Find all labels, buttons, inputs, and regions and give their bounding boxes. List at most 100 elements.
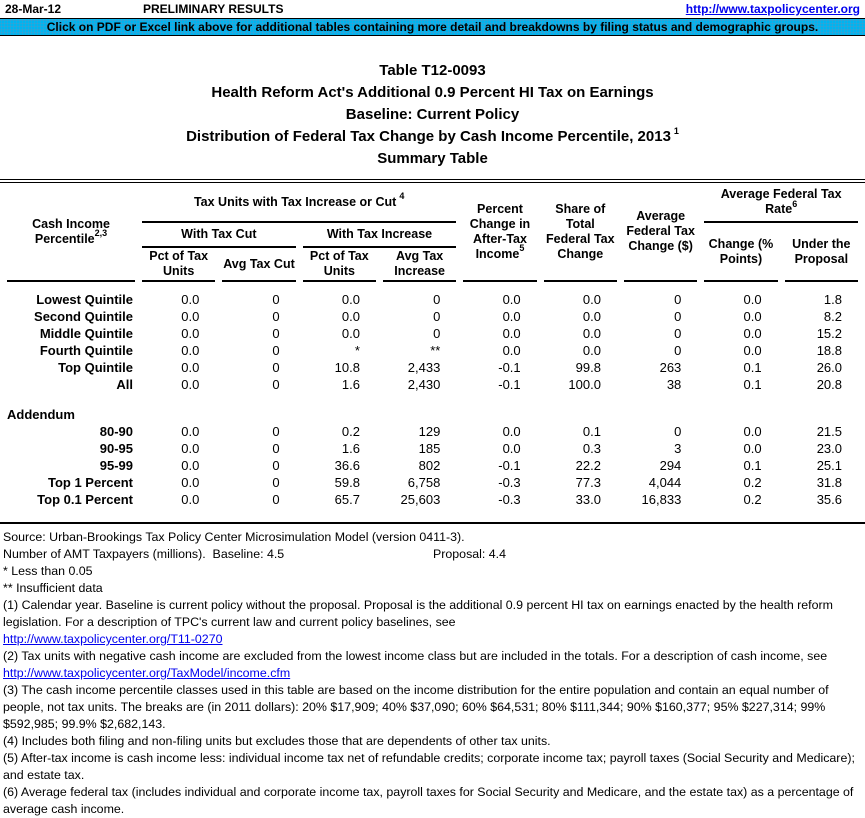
cell: 294	[659, 458, 682, 473]
spacer-row	[7, 393, 858, 406]
table-row: 80-90 0.0 0 0.2 129 0.0 0.1 0 0.0 21.5	[7, 423, 858, 440]
cell: 0	[272, 475, 280, 490]
col-header-pct-of-tax-units-cut: Pct of Tax Units	[142, 248, 216, 282]
footnote-link[interactable]: http://www.taxpolicycenter.org/T11-0270	[3, 632, 223, 646]
footnote-line: (3) The cash income percentile classes u…	[3, 683, 829, 731]
cell: 1.6	[341, 377, 360, 392]
footnote-line: (6) Average federal tax (includes indivi…	[3, 785, 854, 816]
cell: 0.0	[181, 292, 200, 307]
row-label: 95-99	[99, 458, 133, 473]
cell: 59.8	[334, 475, 360, 490]
cell: 22.2	[575, 458, 601, 473]
cell: 0.0	[502, 326, 521, 341]
cell: 99.8	[575, 360, 601, 375]
cell: 0	[272, 458, 280, 473]
cell: 33.0	[575, 492, 601, 507]
cell: 0.0	[181, 492, 200, 507]
cell: 0.0	[181, 475, 200, 490]
cell: 2,430	[407, 377, 441, 392]
cell: 0.0	[743, 441, 762, 456]
footnote-link-line: http://www.taxpolicycenter.org/T11-0270	[3, 631, 859, 648]
cell: -0.1	[498, 458, 521, 473]
amt-proposal-value: Proposal: 4.4	[433, 547, 507, 561]
cell: 3	[674, 441, 682, 456]
cell: 0	[433, 309, 441, 324]
cell: 0.0	[502, 309, 521, 324]
col-header-under-the-proposal: Under the Proposal	[784, 223, 858, 282]
table-row: Top Quintile 0.0 0 10.8 2,433 -0.1 99.8 …	[7, 359, 858, 376]
row-label: Fourth Quintile	[39, 343, 133, 358]
cell: 0.2	[743, 492, 762, 507]
table-row: Lowest Quintile 0.0 0 0.0 0 0.0 0.0 0 0.…	[7, 291, 858, 308]
table-row: 95-99 0.0 0 36.6 802 -0.1 22.2 294 0.1 2…	[7, 457, 858, 474]
cell: 2,433	[407, 360, 441, 375]
cell: **	[430, 343, 441, 358]
cell: 0	[272, 309, 280, 324]
col-header-change-pct-points: Change (% Points)	[704, 223, 778, 282]
col-group-tax-units-with-increase-or-cut: Tax Units with Tax Increase or Cut 4	[142, 183, 457, 223]
cell: *	[354, 343, 360, 358]
row-label: Middle Quintile	[39, 326, 133, 341]
cell: 25,603	[400, 492, 441, 507]
cell: 0.0	[341, 292, 360, 307]
cell: 0	[272, 360, 280, 375]
footnote-line: ** Insufficient data	[3, 581, 103, 595]
cell: 0	[272, 377, 280, 392]
cell: 0	[272, 292, 280, 307]
row-label: Lowest Quintile	[36, 292, 133, 307]
cell: 0.0	[502, 441, 521, 456]
main-rows-section: Lowest Quintile 0.0 0 0.0 0 0.0 0.0 0 0.…	[7, 291, 858, 393]
cell: 1.8	[823, 292, 842, 307]
source-note: Source: Urban-Brookings Tax Policy Cente…	[3, 530, 465, 544]
col-group-with-tax-cut: With Tax Cut	[142, 223, 296, 248]
cell: 0.0	[582, 326, 601, 341]
table-row: Fourth Quintile 0.0 0 * ** 0.0 0.0 0 0.0…	[7, 342, 858, 359]
row-label: All	[116, 377, 133, 392]
amt-taxpayers-note: Number of AMT Taxpayers (millions). Base…	[3, 546, 859, 563]
cell: 0.0	[181, 343, 200, 358]
addendum-rows-section: 80-90 0.0 0 0.2 129 0.0 0.1 0 0.0 21.5 9…	[7, 423, 858, 508]
col-header-pct-of-tax-units-increase: Pct of Tax Units	[302, 248, 376, 282]
cell: 0	[674, 309, 682, 324]
cell: 0	[433, 292, 441, 307]
footnotes-section: Source: Urban-Brookings Tax Policy Cente…	[0, 529, 865, 818]
cell: 0.0	[181, 360, 200, 375]
cell: 0.0	[582, 292, 601, 307]
cell: 0	[272, 343, 280, 358]
preliminary-results-label: PRELIMINARY RESULTS	[143, 2, 284, 16]
cell: 0.2	[743, 475, 762, 490]
cell: 15.2	[816, 326, 842, 341]
cell: 0.0	[743, 292, 762, 307]
cell: 26.0	[816, 360, 842, 375]
cell: 77.3	[575, 475, 601, 490]
cell: 8.2	[823, 309, 842, 324]
cell: 0	[433, 326, 441, 341]
table-row: Top 1 Percent 0.0 0 59.8 6,758 -0.3 77.3…	[7, 474, 858, 491]
table-main-title: Health Reform Act's Additional 0.9 Perce…	[211, 84, 654, 101]
cell: 0.0	[743, 424, 762, 439]
cell: 0.0	[502, 424, 521, 439]
cell: 0.0	[743, 326, 762, 341]
col-group-with-tax-increase: With Tax Increase	[302, 223, 457, 248]
cell: 0.1	[743, 377, 762, 392]
cell: 0	[272, 441, 280, 456]
cell: 21.5	[816, 424, 842, 439]
cell: 0	[674, 343, 682, 358]
site-url-link[interactable]: http://www.taxpolicycenter.org	[685, 2, 860, 16]
cell: 0.1	[743, 458, 762, 473]
addendum-label: Addendum	[7, 407, 75, 422]
cell: 0.0	[743, 343, 762, 358]
footnote-link[interactable]: http://www.taxpolicycenter.org/TaxModel/…	[3, 666, 291, 680]
cell: 10.8	[334, 360, 360, 375]
cell: 0.0	[181, 309, 200, 324]
cell: 18.8	[816, 343, 842, 358]
footnote-line: (5) After-tax income is cash income less…	[3, 751, 855, 782]
col-group-average-federal-tax-rate: Average Federal Tax Rate6	[704, 183, 858, 223]
banner-text: Click on PDF or Excel link above for add…	[46, 20, 819, 34]
cell: 25.1	[816, 458, 842, 473]
col-header-share-of-total-federal-tax-change: Share of Total Federal Tax Change	[543, 183, 617, 282]
date-label: 28-Mar-12	[5, 2, 62, 16]
col-header-percent-change-after-tax-income: Percent Change in After-Tax Income5	[463, 183, 537, 282]
cell: 0.0	[181, 458, 200, 473]
summary-table-label: Summary Table	[377, 150, 488, 167]
